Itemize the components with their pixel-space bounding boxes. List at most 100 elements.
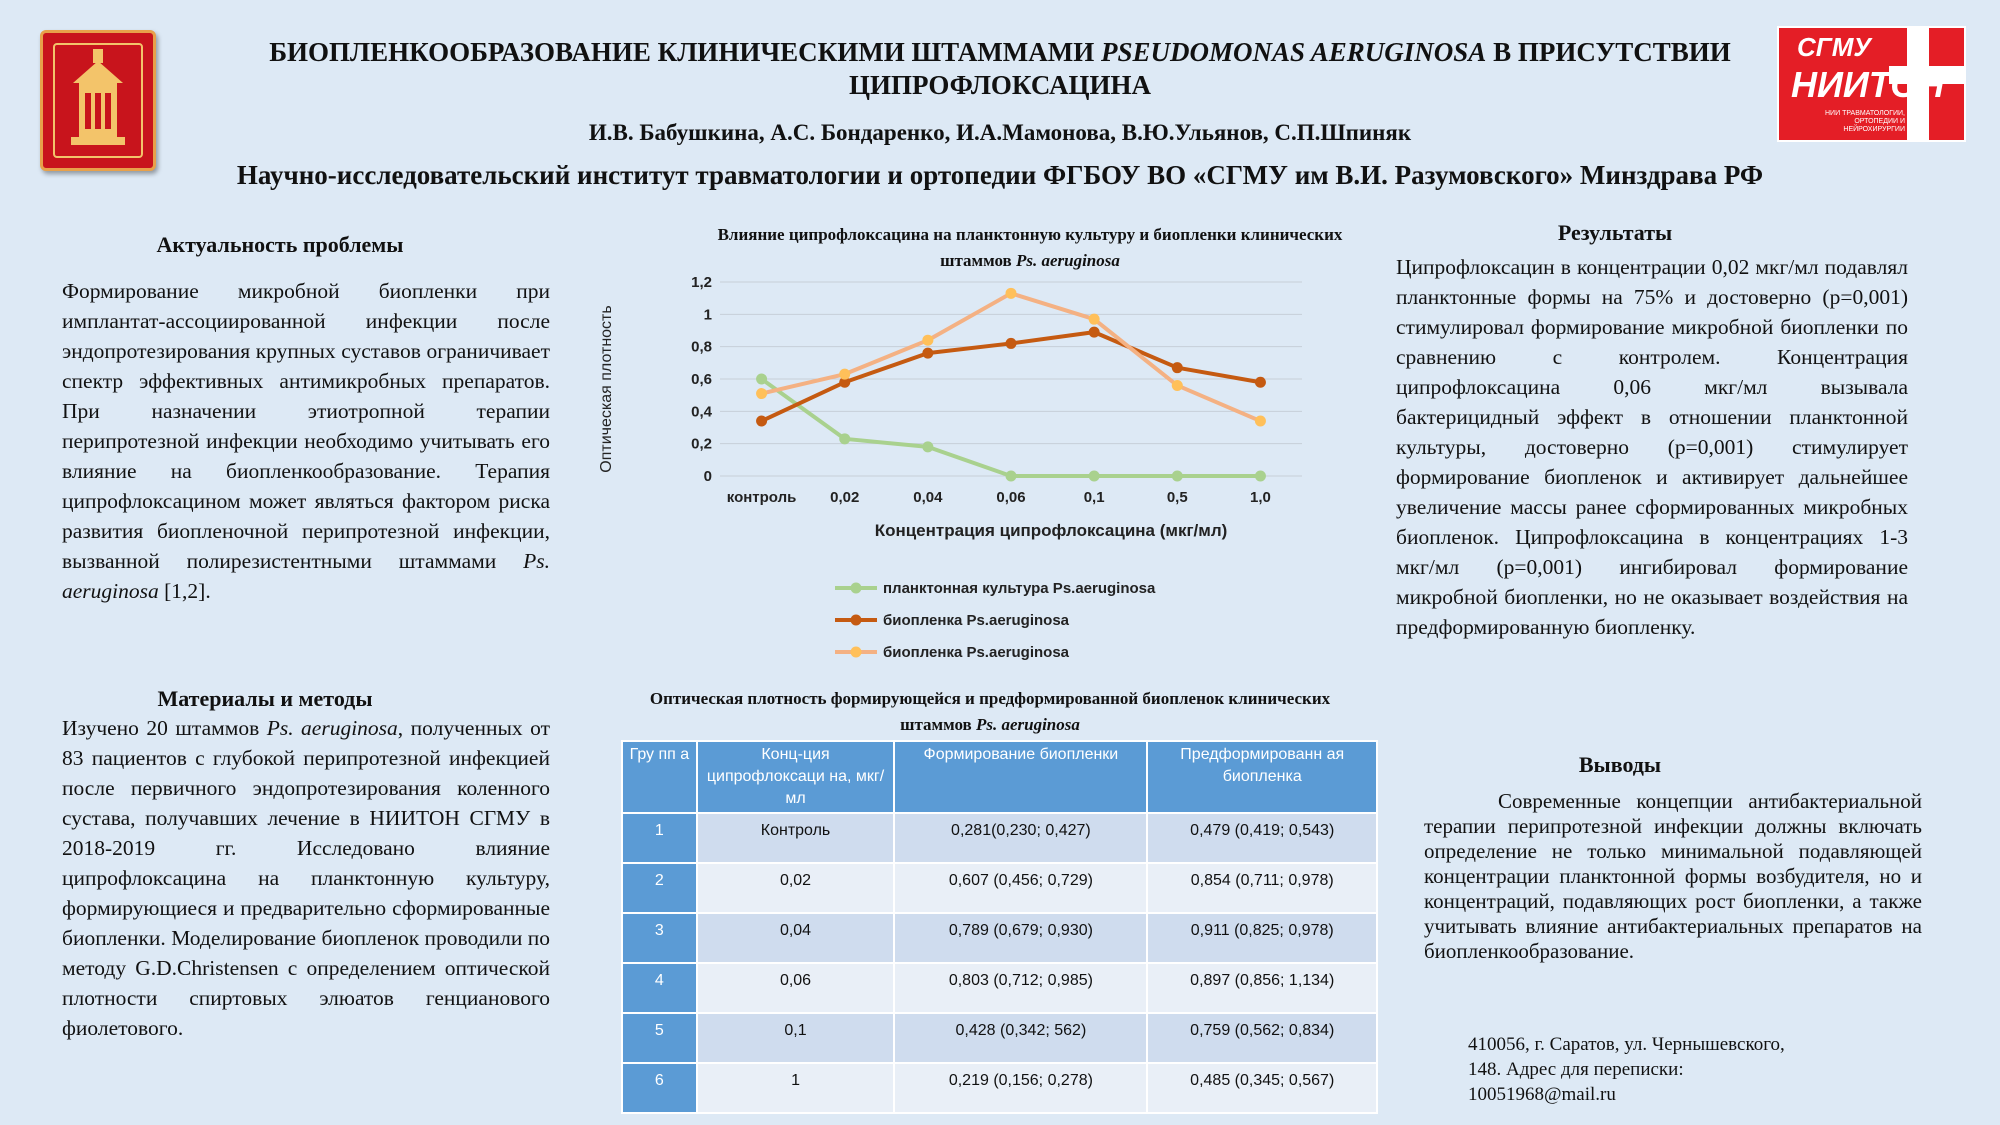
table-cell: 3 xyxy=(621,912,698,964)
data-point xyxy=(1171,362,1183,374)
table-cell: 0,789 (0,679; 0,930) xyxy=(893,912,1149,964)
legend-marker xyxy=(850,614,862,626)
table-cell: 0,897 (0,856; 1,134) xyxy=(1146,962,1378,1014)
y-tick-label: 0,8 xyxy=(691,339,712,356)
line-chart: 0 0,2 0,4 0,6 0,8 1 1,2 контроль 0,02 0,04 0,06 0,1… xyxy=(598,274,1302,661)
table-cell: 1 xyxy=(695,1062,896,1114)
y-tick-label: 1,2 xyxy=(691,274,712,291)
logo-sgmu-text: СГМУ xyxy=(1797,32,1872,62)
table-row: 3 0,04 0,789 (0,679; 0,930) 0,911 (0,825; 0… xyxy=(621,912,1378,964)
data-point xyxy=(1005,337,1017,349)
table-cell: 0,06 xyxy=(695,962,896,1014)
data-point xyxy=(1088,313,1100,325)
x-tick-label: 0,1 xyxy=(1084,489,1105,506)
table-cell: 1 xyxy=(621,812,698,864)
data-point xyxy=(756,415,768,427)
methods-heading: Материалы и методы xyxy=(157,686,373,711)
table-row: 2 0,02 0,607 (0,456; 0,729) 0,854 (0,711; 0… xyxy=(621,862,1378,914)
y-tick-label: 0,2 xyxy=(691,436,712,453)
table-header-row: Гру пп а Конц-ция ципрофлоксаци на, мкг/… xyxy=(621,740,1378,814)
data-point xyxy=(1088,470,1100,482)
table-cell: 0,428 (0,342; 562) xyxy=(893,1012,1149,1064)
data-point xyxy=(839,368,851,380)
institute: Научно-исследовательский институт травма… xyxy=(236,160,1764,190)
data-point xyxy=(1088,326,1100,338)
table-cell: 0,04 xyxy=(695,912,896,964)
chart-title: Влияние ципрофлоксацина на планктонную к… xyxy=(717,225,1343,270)
legend-marker xyxy=(850,646,862,658)
x-tick-label: 0,06 xyxy=(996,489,1025,506)
table-cell: 0,02 xyxy=(695,862,896,914)
y-tick-label: 1 xyxy=(704,306,712,323)
data-point xyxy=(922,441,934,453)
data-point xyxy=(1171,379,1183,391)
table-cell: 6 xyxy=(621,1062,698,1114)
data-point xyxy=(1254,376,1266,388)
poster-title: БИОПЛЕНКООБРАЗОВАНИЕ КЛИНИЧЕСКИМИ ШТАММА… xyxy=(269,37,1731,100)
contact-email: 10051968@mail.ru xyxy=(1468,1084,1616,1105)
results-text: Ципрофлоксацин в концентрации 0,02 мкг/м… xyxy=(1396,255,1908,639)
table-cell: 2 xyxy=(621,862,698,914)
table-row: 4 0,06 0,803 (0,712; 0,985) 0,897 (0,856; 1… xyxy=(621,962,1378,1014)
logo-niiton-text: НИИТОН xyxy=(1791,64,1945,105)
authors: И.В. Бабушкина, А.С. Бондаренко, И.А.Мам… xyxy=(588,120,1412,145)
table-cell: 5 xyxy=(621,1012,698,1064)
table-cell: 0,803 (0,712; 0,985) xyxy=(893,962,1149,1014)
conclusions-heading: Выводы xyxy=(1578,752,1662,777)
header-preformed-biofilm: Предформированн ая биопленка xyxy=(1146,740,1378,814)
x-tick-label: контроль xyxy=(727,489,797,506)
x-tick-label: 1,0 xyxy=(1250,489,1271,506)
table-cell: 0,759 (0,562; 0,834) xyxy=(1146,1012,1378,1064)
university-emblem-logo xyxy=(40,30,156,171)
table-row: 6 1 0,219 (0,156; 0,278) 0,485 (0,345; 0,56… xyxy=(621,1062,1378,1114)
relevance-heading: Актуальность проблемы xyxy=(156,232,404,257)
data-point xyxy=(922,334,934,346)
niiton-logo: СГМУ НИИТОН НИИ ТРАВМАТОЛОГИИ, ОРТОПЕДИИ… xyxy=(1777,26,1966,142)
results-heading: Результаты xyxy=(1557,220,1673,245)
logo-subtitle: НИИ ТРАВМАТОЛОГИИ, ОРТОПЕДИИ И НЕЙРОХИРУ… xyxy=(1825,110,1905,133)
table-cell: 0,219 (0,156; 0,278) xyxy=(893,1062,1149,1114)
data-point xyxy=(922,347,934,359)
table-cell: 0,854 (0,711; 0,978) xyxy=(1146,862,1378,914)
emblem-icon xyxy=(71,49,125,145)
x-tick-label: 0,02 xyxy=(830,489,859,506)
series-line xyxy=(761,291,1262,423)
conclusions-text: Современные концепции антибактериальной … xyxy=(1424,789,1922,963)
table-cell: 0,485 (0,345; 0,567) xyxy=(1146,1062,1378,1114)
x-axis-label: Концентрация ципрофлоксацина (мкг/мл) xyxy=(875,521,1228,540)
contact-address: 410056, г. Саратов, ул. Чернышевского, 1… xyxy=(1468,1032,1828,1107)
relevance-text: Формирование микробной биопленки при имп… xyxy=(62,279,550,603)
series-line xyxy=(760,377,1261,478)
data-point xyxy=(1005,470,1017,482)
legend-label: биопленка Ps.aeruginosa xyxy=(883,612,1070,629)
table-cell: 0,911 (0,825; 0,978) xyxy=(1146,912,1378,964)
data-point xyxy=(839,376,851,388)
table-row: 5 0,1 0,428 (0,342; 562) 0,759 (0,562; 0,83… xyxy=(621,1012,1378,1064)
table-cell: Контроль xyxy=(695,812,896,864)
data-point xyxy=(1005,287,1017,299)
legend-label: биопленка Ps.aeruginosa xyxy=(883,644,1070,661)
y-tick-label: 0 xyxy=(704,468,712,485)
header-concentration: Конц-ция ципрофлоксаци на, мкг/мл xyxy=(695,740,896,814)
table-row: 1 Контроль 0,281(0,230; 0,427) 0,479 (0,419… xyxy=(621,812,1378,864)
y-tick-label: 0,4 xyxy=(691,403,713,420)
optical-density-table: Гру пп а Конц-ция ципрофлоксаци на, мкг/… xyxy=(621,740,1378,1114)
x-tick-label: 0,04 xyxy=(913,489,943,506)
methods-text: Изучено 20 штаммов Ps. aeruginosa, получ… xyxy=(62,716,550,1040)
x-tick-label: 0,5 xyxy=(1167,489,1188,506)
data-point xyxy=(1254,470,1266,482)
header-group: Гру пп а xyxy=(621,740,698,814)
legend-marker xyxy=(850,582,862,594)
table-cell: 0,607 (0,456; 0,729) xyxy=(893,862,1149,914)
data-point xyxy=(839,433,851,445)
data-point xyxy=(1254,415,1266,427)
table-cell: 0,281(0,230; 0,427) xyxy=(893,812,1149,864)
header-forming-biofilm: Формирование биопленки xyxy=(893,740,1149,814)
data-point xyxy=(1171,470,1183,482)
table-title: Оптическая плотность формирующейся и пре… xyxy=(649,689,1331,734)
legend-label: планктонная культура Ps.aeruginosa xyxy=(883,580,1156,597)
data-point xyxy=(756,388,768,400)
table-cell: 0,479 (0,419; 0,543) xyxy=(1146,812,1378,864)
table-cell: 0,1 xyxy=(695,1012,896,1064)
y-tick-label: 0,6 xyxy=(691,371,712,388)
